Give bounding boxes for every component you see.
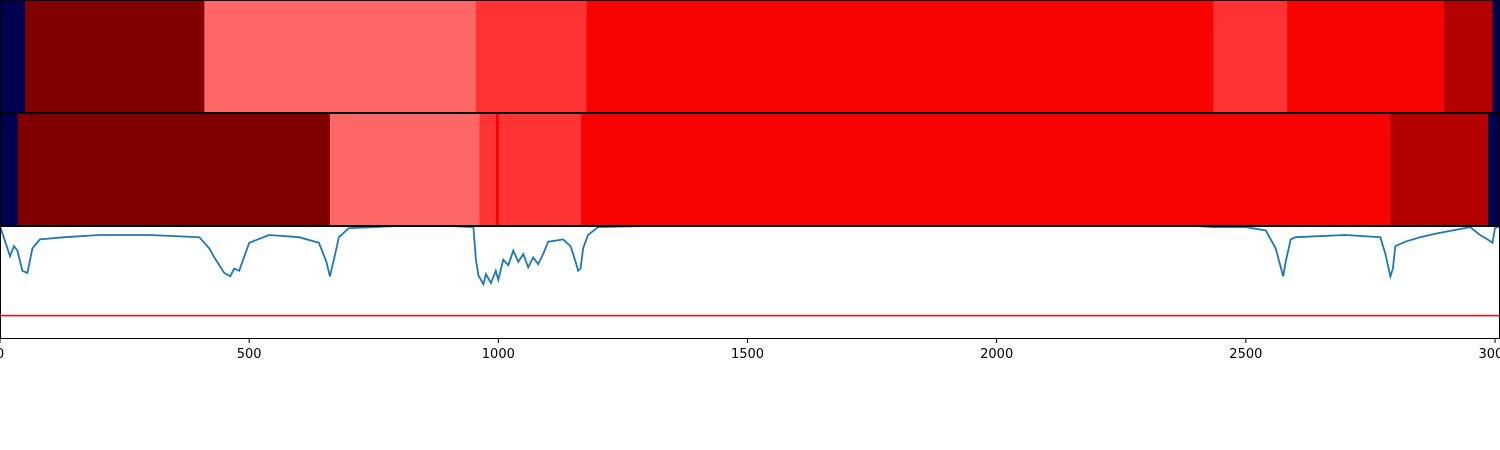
- x-tick-label: 1500: [731, 347, 764, 362]
- segment-bar: [1390, 113, 1489, 225]
- x-tick-label: 500: [237, 347, 262, 362]
- segment-bar: [475, 0, 588, 112]
- segment-bar: [17, 113, 331, 225]
- segment-bar: [1492, 0, 1500, 112]
- x-tick-label: 3000: [1478, 347, 1500, 362]
- segment-bar: [0, 0, 26, 112]
- x-tick-label: 0: [0, 347, 4, 362]
- x-tick-label: 2500: [1229, 347, 1262, 362]
- x-axis: 0 500 1000 1500 2000 2500 3000: [0, 338, 1500, 362]
- x-tick-label: 2000: [980, 347, 1013, 362]
- segment-bar: [1287, 0, 1445, 112]
- segment-bar: [24, 0, 205, 112]
- signal-panel: [0, 226, 1500, 317]
- segment-bar: [1488, 113, 1500, 225]
- segment-bar: [0, 113, 19, 225]
- segment-bar: [495, 113, 500, 225]
- segment-bar: [329, 113, 480, 225]
- segment-bar: [1213, 0, 1288, 112]
- segment-bar: [1444, 0, 1494, 112]
- panel-frame: [0, 226, 1500, 339]
- segment-bar: [581, 113, 1391, 225]
- signal-series-line: [0, 226, 1500, 287]
- segment-bar: [498, 113, 582, 225]
- segment-bar: [479, 113, 497, 225]
- segment-bar: [586, 0, 1214, 112]
- segment-bars: [0, 0, 1500, 225]
- segment-bar: [204, 0, 477, 112]
- segment-track-2: [0, 113, 1500, 225]
- segment-track-1: [0, 0, 1500, 112]
- x-tick-label: 1000: [482, 347, 515, 362]
